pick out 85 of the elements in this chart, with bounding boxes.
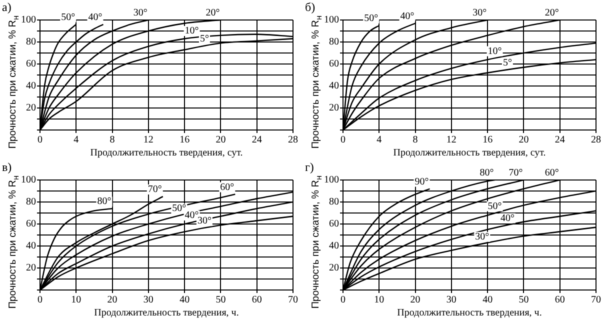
series-label: 30°	[133, 8, 148, 19]
series-label: 40°	[400, 10, 414, 22]
x-tick-label: 10	[374, 294, 384, 306]
series-label: 30°	[197, 216, 212, 227]
series-label: 70°	[148, 184, 162, 196]
x-tick-label: 50	[216, 294, 226, 306]
y-tick-label: 20	[329, 102, 339, 114]
x-tick-label: 0	[340, 134, 346, 146]
x-tick-label: 28	[591, 134, 601, 146]
y-tick-label: 60	[329, 218, 339, 230]
y-tick-label: 40	[26, 80, 36, 92]
x-tick-label: 0	[38, 294, 42, 306]
series-label: 30°	[475, 231, 490, 242]
y-tick-label: 80	[329, 36, 339, 48]
x-tick-label: 30	[446, 294, 456, 306]
series-label: 10°	[488, 46, 502, 57]
x-tick-label: 20	[216, 134, 226, 146]
x-tick-label: 28	[288, 134, 298, 146]
y-tick-label: 80	[26, 196, 36, 208]
series-label: 80°	[97, 196, 112, 208]
chart-title: б)	[305, 0, 316, 15]
series-label: 40°	[184, 210, 199, 222]
series-label: 50°	[488, 200, 502, 212]
x-tick-label: 24	[554, 134, 565, 146]
y-tick-label: 20	[26, 102, 36, 114]
y-tick-label: 20	[329, 262, 339, 274]
x-tick-label: 0	[38, 134, 42, 146]
x-tick-label: 30	[143, 294, 154, 306]
x-tick-label: 20	[410, 294, 420, 306]
x-tick-label: 60	[554, 294, 565, 306]
series-label: 5°	[200, 34, 209, 45]
x-axis-title: Продолжительность твердения, сут.	[393, 148, 546, 159]
series-label: 50°	[61, 12, 76, 24]
y-tick-label: 100	[324, 14, 339, 26]
x-tick-label: 20	[107, 294, 118, 306]
y-tick-label: 60	[329, 58, 339, 70]
y-tick-label: 60	[26, 218, 36, 230]
x-tick-label: 24	[252, 134, 262, 146]
y-tick-label: 60	[26, 58, 36, 70]
x-tick-label: 40	[180, 294, 190, 306]
x-axis-title: Продолжительность твердения, ч.	[94, 308, 239, 319]
y-tick-label: 40	[329, 80, 339, 92]
x-axis-title: Продолжительность твердения, ч.	[397, 308, 542, 319]
chart-title: а)	[2, 0, 12, 15]
y-tick-label: 100	[21, 174, 36, 186]
series-label: 5°	[502, 57, 512, 68]
chart-title: в)	[2, 160, 12, 175]
series-label: 60°	[544, 168, 559, 179]
x-tick-label: 12	[143, 134, 154, 146]
x-tick-label: 8	[412, 134, 418, 146]
x-tick-label: 40	[482, 294, 493, 306]
series-label: 90°	[414, 176, 429, 188]
series-label: 80°	[480, 168, 494, 179]
series-label: 20°	[206, 8, 220, 19]
y-tick-label: 40	[329, 240, 339, 252]
y-tick-label: 100	[21, 14, 36, 26]
x-tick-label: 50	[518, 294, 529, 306]
x-tick-label: 20	[518, 134, 529, 146]
series-label: 40°	[500, 212, 514, 224]
x-tick-label: 70	[591, 294, 601, 306]
series-label: 20°	[544, 8, 559, 19]
series-label: 50°	[172, 203, 186, 214]
series-label: 10°	[184, 26, 199, 37]
x-tick-label: 10	[71, 294, 82, 306]
y-tick-label: 40	[26, 240, 36, 252]
y-tick-label: 80	[26, 36, 36, 48]
x-tick-label: 12	[446, 134, 456, 146]
x-tick-label: 16	[180, 134, 190, 146]
x-tick-label: 4	[74, 134, 79, 146]
x-tick-label: 70	[288, 294, 298, 306]
x-tick-label: 16	[482, 134, 493, 146]
y-tick-label: 80	[329, 196, 339, 208]
series-label: 40°	[88, 12, 102, 24]
x-axis-title: Продолжительность твердения, сут.	[90, 148, 243, 159]
x-tick-label: 4	[376, 134, 382, 146]
series-label: 50°	[364, 13, 378, 24]
y-tick-label: 100	[324, 174, 339, 186]
x-tick-label: 0	[340, 294, 346, 306]
series-label: 30°	[472, 8, 487, 19]
series-label: 70°	[508, 168, 523, 179]
chart-title: г)	[305, 160, 314, 175]
y-tick-label: 20	[26, 262, 36, 274]
x-tick-label: 60	[252, 294, 262, 306]
series-label: 60°	[220, 182, 234, 193]
x-tick-label: 8	[110, 134, 115, 146]
